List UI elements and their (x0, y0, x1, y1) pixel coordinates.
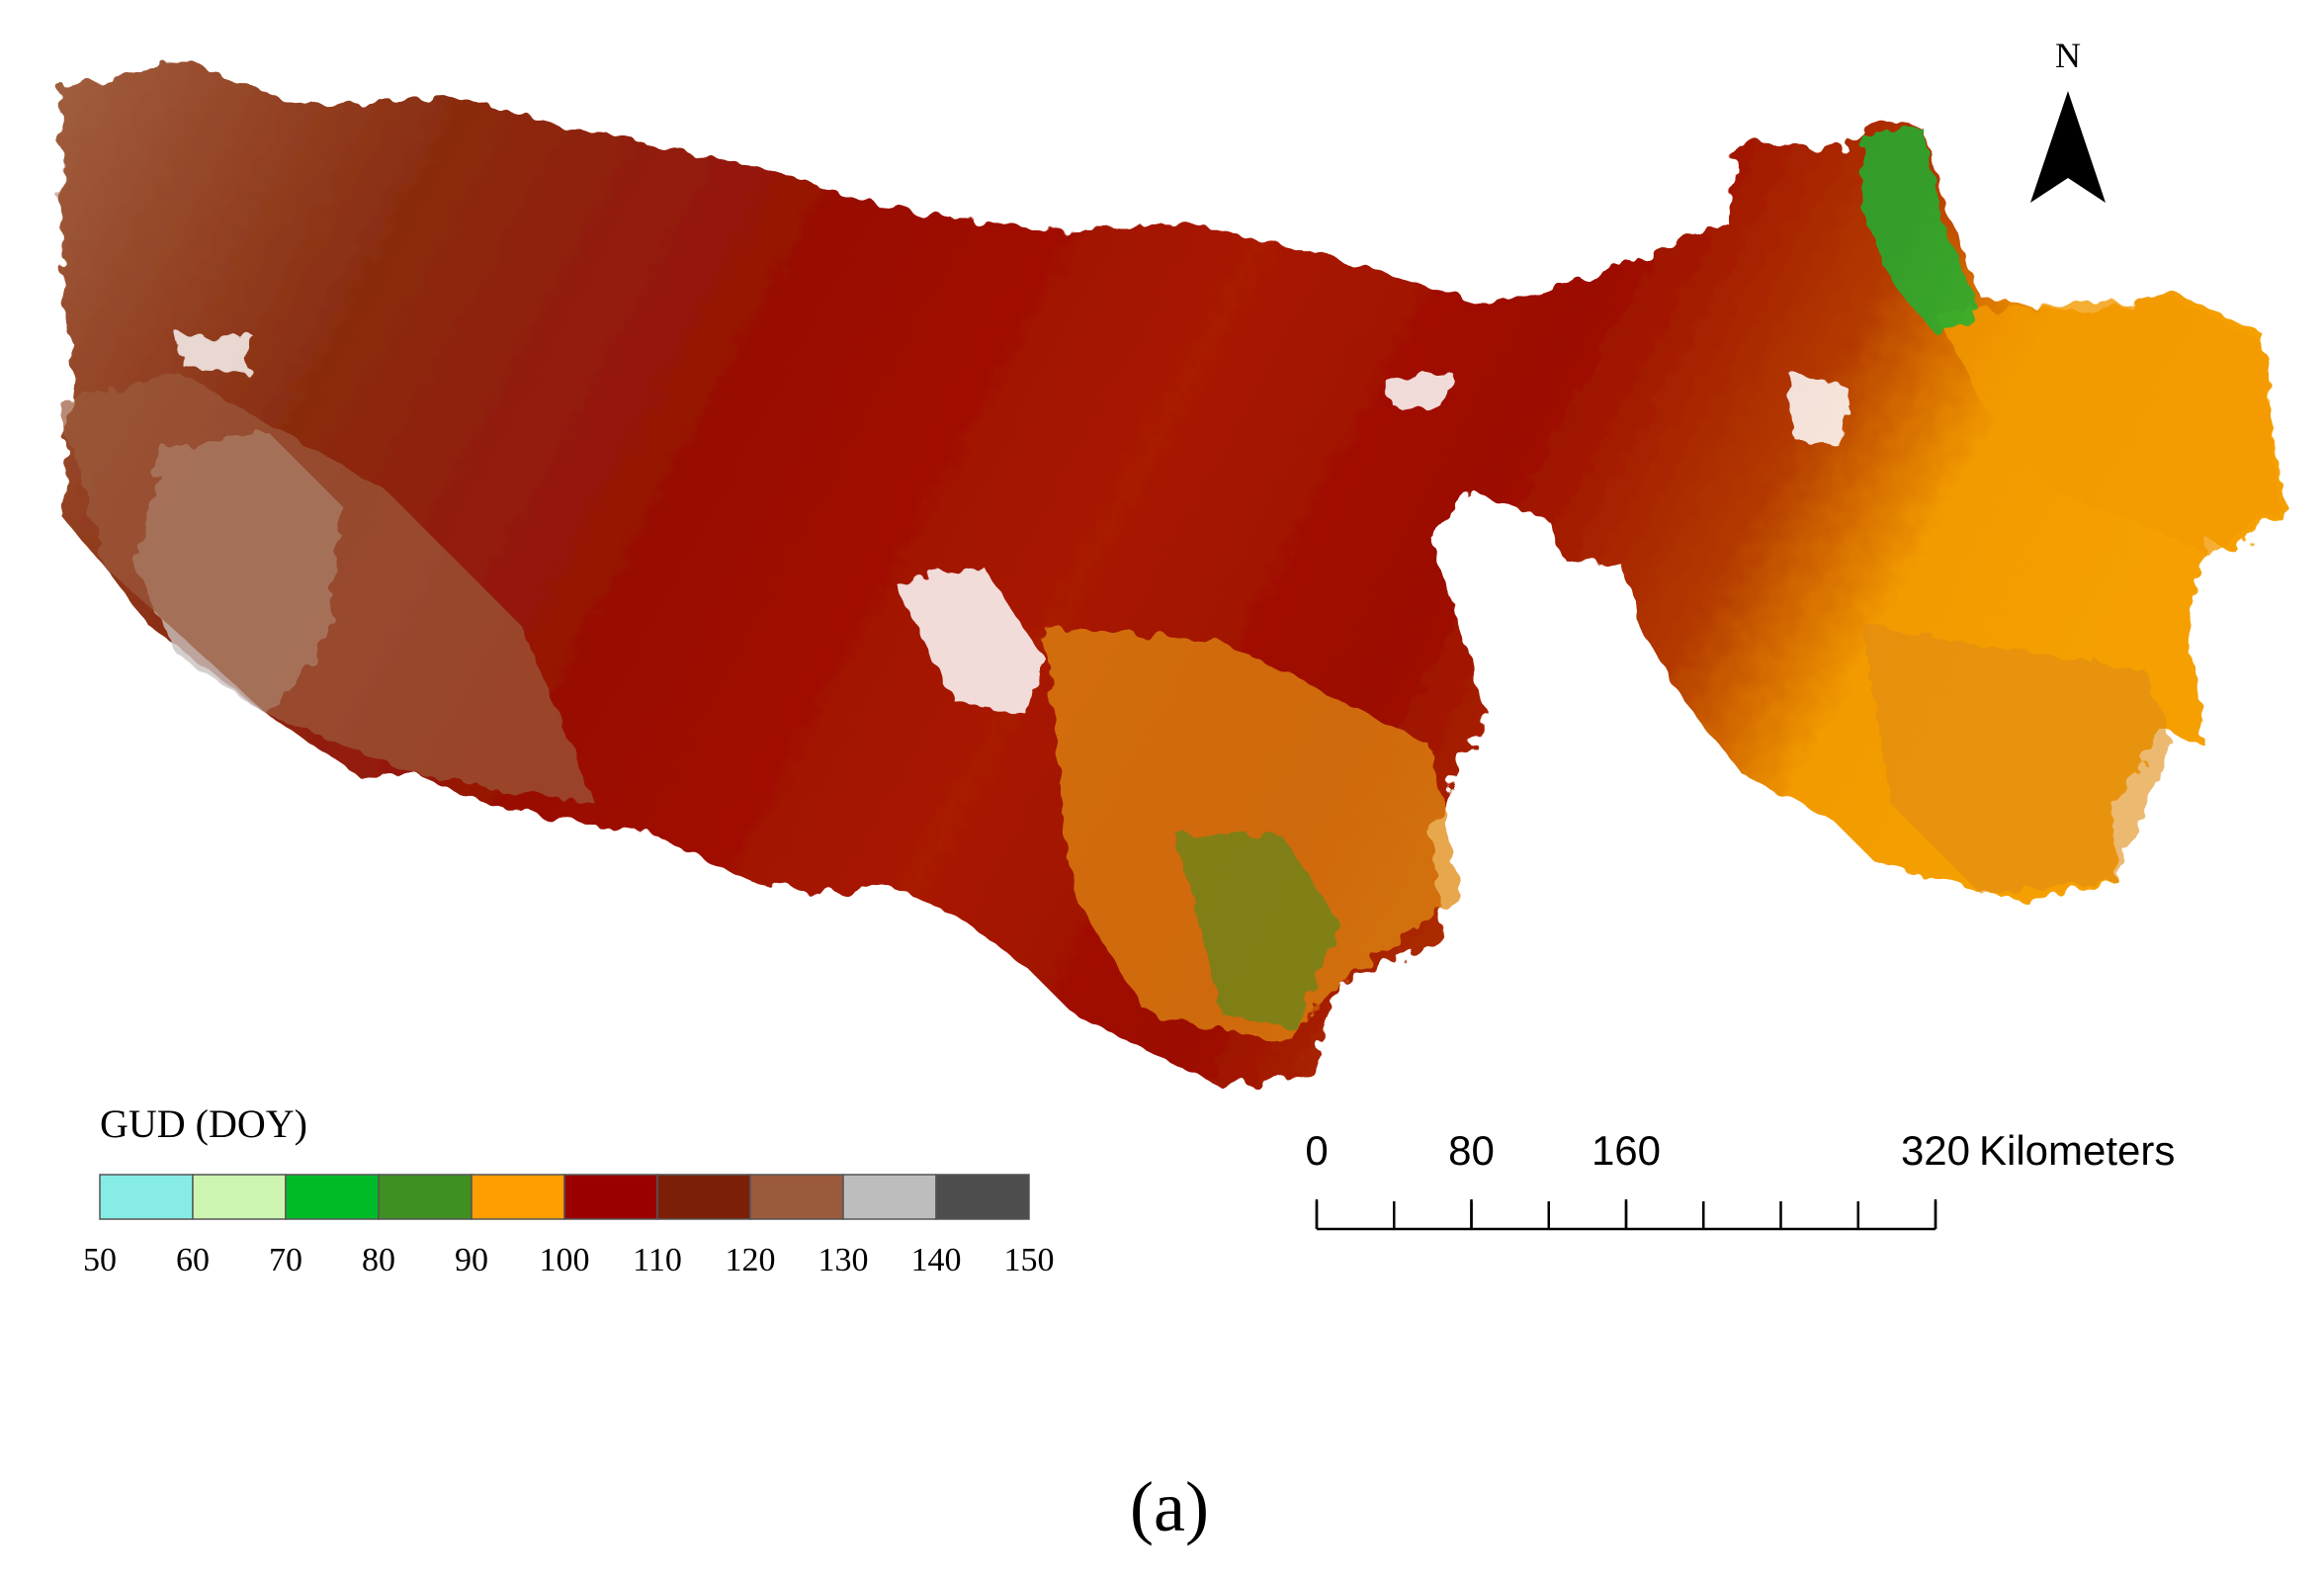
legend-swatch (471, 1174, 565, 1220)
gap (894, 566, 1043, 716)
legend-label: 90 (455, 1242, 488, 1278)
legend-label: 100 (540, 1242, 590, 1278)
gap (1385, 372, 1453, 410)
orange-patch (1861, 625, 2176, 895)
north-arrow-shape (2030, 91, 2106, 203)
legend-swatch (285, 1174, 380, 1220)
brown-patch (59, 372, 596, 805)
green-patch (1176, 834, 1341, 1028)
scale-bar-unit: Kilometers (1979, 1127, 2175, 1174)
legend-swatch (656, 1174, 751, 1220)
gap (178, 335, 254, 373)
legend-swatch (378, 1174, 473, 1220)
scale-bar-label: 160 (1592, 1127, 1661, 1174)
legend-swatch (749, 1174, 844, 1220)
orange-patch (1937, 298, 2280, 552)
legend-label: 60 (176, 1242, 210, 1278)
legend-label: 80 (362, 1242, 395, 1278)
legend-swatch (563, 1174, 658, 1220)
legend-swatch (192, 1174, 287, 1220)
green-strip (1861, 127, 1982, 336)
legend-label: 120 (726, 1242, 776, 1278)
north-label: N (2055, 36, 2081, 75)
scale-bar-label: 320 (1901, 1127, 1970, 1174)
legend-label: 70 (269, 1242, 302, 1278)
map-area (59, 59, 2287, 1089)
legend-label: 130 (818, 1242, 869, 1278)
legend-label: 110 (633, 1242, 682, 1278)
caption: (a) (1130, 1467, 1209, 1546)
legend-label: 50 (83, 1242, 117, 1278)
legend-label: 150 (1004, 1242, 1055, 1278)
legend-label: 140 (911, 1242, 962, 1278)
region (59, 59, 2287, 1089)
legend-swatch (842, 1174, 937, 1220)
north-arrow: N (2030, 36, 2106, 203)
legend-swatch (99, 1174, 194, 1220)
legend-title: GUD (DOY) (100, 1101, 307, 1146)
legend-swatch (935, 1174, 1030, 1220)
gap (1787, 372, 1848, 448)
scale-bar-label: 80 (1448, 1127, 1495, 1174)
scale-bar-label: 0 (1305, 1127, 1328, 1174)
